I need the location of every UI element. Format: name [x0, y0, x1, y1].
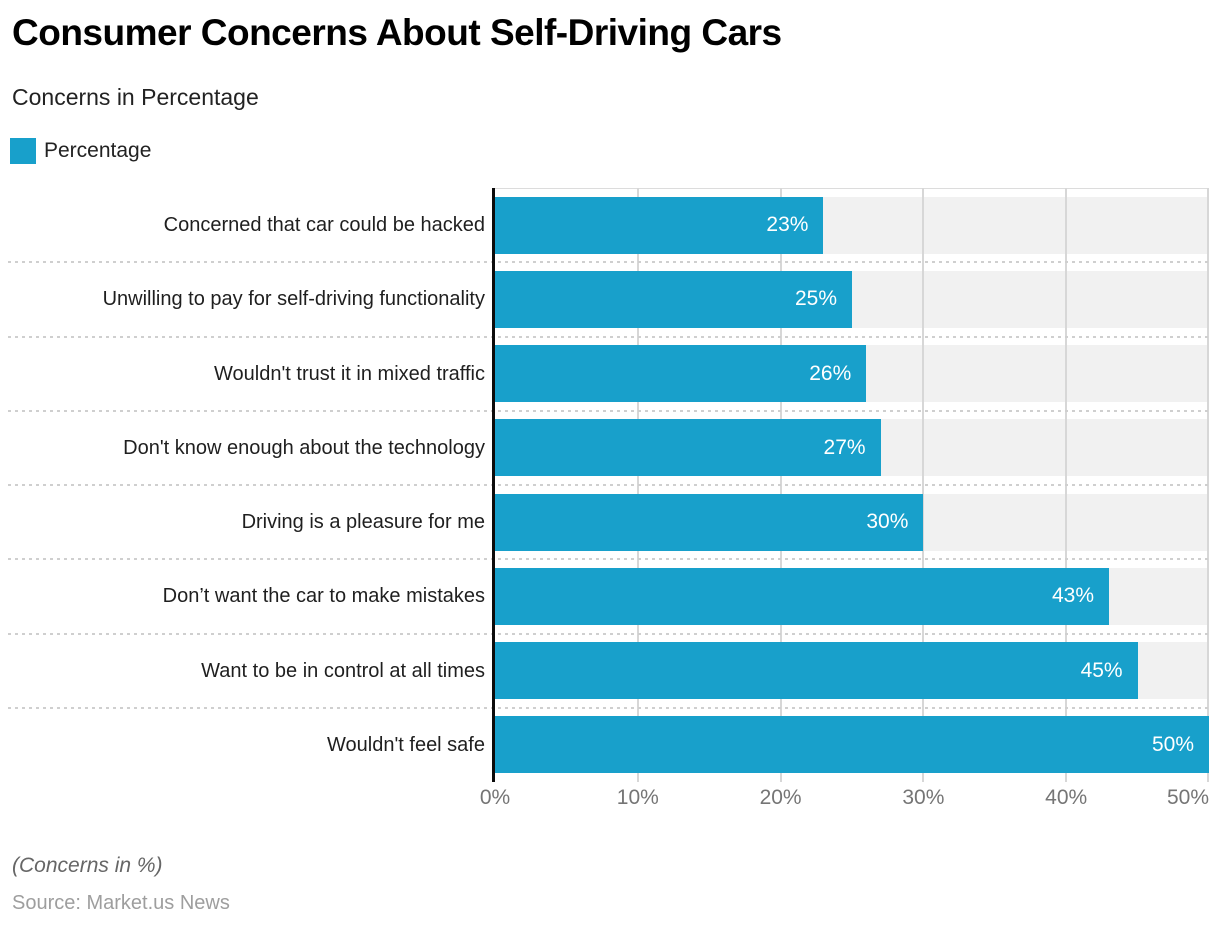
legend-label: Percentage — [44, 139, 152, 162]
legend-swatch-icon — [10, 138, 36, 164]
x-tick-label: 50% — [1166, 786, 1209, 809]
category-label: Driving is a pleasure for me — [241, 511, 485, 534]
chart-row: Concerned that car could be hacked 23% — [0, 188, 1220, 262]
category-label: Wouldn't trust it in mixed traffic — [214, 362, 485, 385]
row-separator — [8, 409, 1209, 412]
bar: 23% — [495, 196, 824, 254]
chart-row: Driving is a pleasure for me 30% — [0, 485, 1220, 559]
chart-title: Consumer Concerns About Self-Driving Car… — [12, 12, 782, 53]
legend: Percentage — [10, 138, 151, 164]
bar-chart: Concerned that car could be hacked 23% Unw… — [0, 188, 1220, 782]
bar-lane: 50% — [495, 716, 1209, 774]
y-axis-line — [492, 188, 495, 782]
chart-row: Don’t want the car to make mistakes 43% — [0, 559, 1220, 633]
chart-row: Wouldn't trust it in mixed traffic 26% — [0, 337, 1220, 411]
category-label: Concerned that car could be hacked — [163, 214, 485, 237]
bar-lane: 23% — [495, 196, 1209, 254]
bar-lane: 25% — [495, 270, 1209, 328]
chart-row: Want to be in control at all times 45% — [0, 634, 1220, 708]
bar-lane: 43% — [495, 567, 1209, 625]
bar-lane: 45% — [495, 642, 1209, 700]
bar-value-label: 30% — [866, 510, 909, 534]
bar-value-label: 50% — [1151, 732, 1194, 756]
bar: 27% — [495, 419, 881, 477]
row-separator — [8, 558, 1209, 561]
row-separator — [8, 335, 1209, 338]
category-label: Don't know enough about the technology — [123, 436, 485, 459]
chart-row: Don't know enough about the technology 27… — [0, 411, 1220, 485]
category-label: Unwilling to pay for self-driving functi… — [102, 288, 485, 311]
x-tick-label: 10% — [616, 786, 659, 809]
row-separator — [8, 632, 1209, 635]
chart-rows: Concerned that car could be hacked 23% Unw… — [0, 188, 1220, 782]
bar-value-label: 27% — [823, 435, 866, 459]
bar-value-label: 25% — [794, 287, 837, 311]
x-tick-label: 30% — [902, 786, 945, 809]
bar-lane: 26% — [495, 345, 1209, 403]
bar: 50% — [495, 716, 1209, 774]
bar: 25% — [495, 270, 852, 328]
category-label: Don’t want the car to make mistakes — [162, 585, 485, 608]
row-separator — [8, 261, 1209, 264]
plot-top-border — [495, 188, 1209, 189]
footnote: (Concerns in %) — [12, 854, 163, 877]
bar-value-label: 26% — [809, 361, 852, 385]
x-axis: 0% 10% 20% 30% 40% 50% — [480, 786, 1209, 814]
x-tick-label: 0% — [479, 786, 511, 809]
category-label: Want to be in control at all times — [201, 659, 485, 682]
category-label: Wouldn't feel safe — [327, 733, 485, 756]
source-text: Source: Market.us News — [12, 892, 230, 914]
bar-lane: 30% — [495, 493, 1209, 551]
bar: 45% — [495, 642, 1138, 700]
bar-lane: 27% — [495, 419, 1209, 477]
chart-row: Unwilling to pay for self-driving functi… — [0, 262, 1220, 336]
bar: 30% — [495, 493, 924, 551]
x-tick-label: 20% — [759, 786, 802, 809]
bar: 43% — [495, 567, 1110, 625]
bar: 26% — [495, 345, 867, 403]
bar-value-label: 23% — [766, 213, 809, 237]
bar-value-label: 45% — [1080, 658, 1123, 682]
x-tick-label: 40% — [1045, 786, 1088, 809]
chart-row: Wouldn't feel safe 50% — [0, 708, 1220, 782]
row-separator — [8, 706, 1209, 709]
bar-value-label: 43% — [1052, 584, 1095, 608]
chart-subtitle: Concerns in Percentage — [12, 84, 259, 110]
row-separator — [8, 484, 1209, 486]
